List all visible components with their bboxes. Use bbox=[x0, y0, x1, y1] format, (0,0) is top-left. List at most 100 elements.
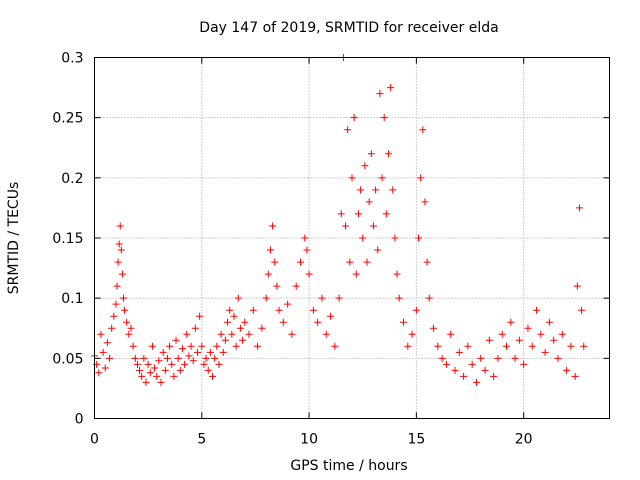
y-tick-label: 0.1 bbox=[61, 291, 83, 307]
data-point bbox=[168, 360, 176, 368]
data-point bbox=[236, 324, 244, 332]
grid-layer bbox=[94, 57, 610, 419]
data-point bbox=[361, 162, 369, 170]
data-point bbox=[249, 306, 257, 314]
data-point bbox=[194, 348, 201, 356]
data-point bbox=[241, 318, 249, 326]
data-point bbox=[515, 336, 523, 344]
data-point bbox=[490, 372, 498, 380]
data-point bbox=[335, 294, 343, 302]
data-point bbox=[369, 222, 377, 230]
data-point bbox=[558, 330, 566, 338]
data-point bbox=[342, 222, 350, 230]
data-point bbox=[183, 330, 191, 338]
data-point bbox=[228, 330, 236, 338]
data-point bbox=[374, 246, 382, 254]
data-point bbox=[114, 258, 122, 266]
data-point bbox=[284, 300, 292, 308]
data-point bbox=[113, 282, 121, 290]
data-point bbox=[352, 270, 360, 278]
data-point bbox=[415, 234, 423, 242]
data-point bbox=[372, 186, 380, 194]
y-tick-label: 0.05 bbox=[52, 351, 83, 367]
data-point bbox=[400, 318, 407, 326]
data-point bbox=[151, 364, 159, 372]
data-point bbox=[204, 366, 212, 374]
data-point bbox=[161, 366, 169, 374]
data-point bbox=[384, 150, 392, 158]
data-point bbox=[209, 372, 217, 380]
data-point bbox=[350, 114, 358, 122]
data-point bbox=[331, 342, 339, 350]
data-point bbox=[115, 240, 123, 248]
data-point bbox=[271, 258, 279, 266]
data-point bbox=[103, 339, 111, 347]
data-point bbox=[363, 258, 371, 266]
data-point bbox=[455, 348, 463, 356]
data-point bbox=[142, 378, 150, 386]
y-tick-label: 0.25 bbox=[52, 111, 83, 127]
data-point bbox=[275, 306, 283, 314]
data-point bbox=[189, 357, 197, 365]
data-point bbox=[176, 366, 184, 374]
data-point bbox=[101, 364, 109, 372]
y-tick-label: 0.2 bbox=[61, 171, 83, 187]
data-point bbox=[382, 210, 390, 218]
data-point bbox=[408, 330, 416, 338]
data-point bbox=[172, 336, 180, 344]
data-point bbox=[116, 222, 124, 230]
chart-title: Day 147 of 2019, SRMTID for receiver eld… bbox=[199, 20, 498, 36]
data-point bbox=[434, 342, 442, 350]
data-point bbox=[419, 126, 427, 134]
data-point bbox=[129, 342, 137, 350]
data-point bbox=[155, 357, 163, 365]
data-point bbox=[395, 294, 403, 302]
data-point bbox=[430, 324, 438, 332]
data-point bbox=[153, 372, 161, 380]
data-point bbox=[230, 312, 238, 320]
data-point bbox=[567, 342, 575, 350]
data-point bbox=[224, 318, 232, 326]
data-point bbox=[327, 312, 335, 320]
data-point bbox=[404, 342, 412, 350]
data-point bbox=[464, 342, 472, 350]
data-point bbox=[140, 354, 148, 362]
data-point bbox=[198, 342, 206, 350]
data-point bbox=[125, 330, 133, 338]
data-point bbox=[354, 210, 362, 218]
data-point bbox=[127, 324, 135, 332]
data-point bbox=[485, 336, 493, 344]
data-point bbox=[163, 354, 171, 362]
data-point bbox=[460, 372, 468, 380]
data-point bbox=[191, 324, 199, 332]
data-point bbox=[541, 348, 549, 356]
data-point bbox=[554, 354, 562, 362]
data-point bbox=[365, 198, 373, 206]
data-point bbox=[234, 294, 242, 302]
data-point bbox=[254, 342, 262, 350]
data-point bbox=[239, 336, 247, 344]
data-point bbox=[524, 324, 532, 332]
data-point bbox=[468, 360, 476, 368]
data-points bbox=[91, 54, 588, 386]
data-point bbox=[393, 270, 401, 278]
data-point bbox=[273, 282, 281, 290]
data-point bbox=[146, 369, 154, 377]
data-point bbox=[322, 330, 330, 338]
data-point bbox=[357, 186, 365, 194]
data-point bbox=[106, 354, 114, 362]
data-point bbox=[346, 258, 354, 266]
data-point bbox=[131, 354, 139, 362]
data-point bbox=[221, 336, 229, 344]
data-point bbox=[571, 372, 579, 380]
y-tick-label: 0.15 bbox=[52, 231, 83, 247]
data-point bbox=[148, 342, 156, 350]
x-axis-label: GPS time / hours bbox=[290, 458, 407, 474]
data-point bbox=[425, 294, 433, 302]
data-point bbox=[117, 246, 125, 254]
data-point bbox=[423, 258, 431, 266]
x-tick-label: 20 bbox=[515, 432, 533, 448]
data-point bbox=[213, 342, 221, 350]
